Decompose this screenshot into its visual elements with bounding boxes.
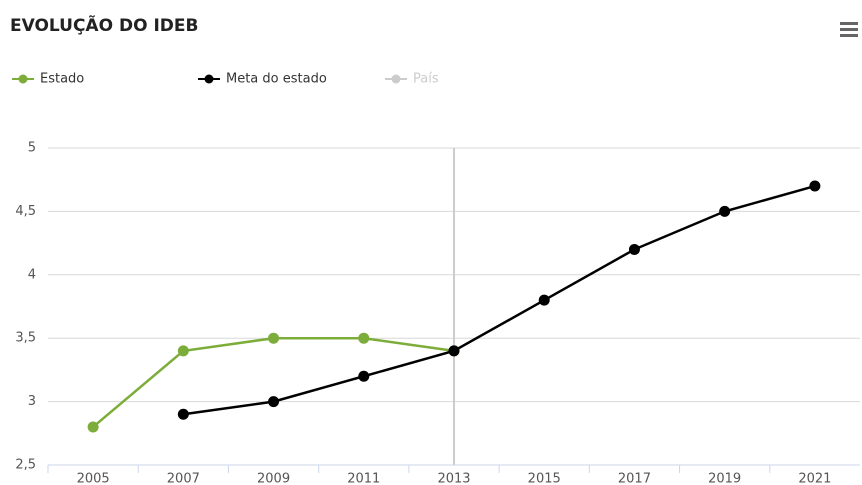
menu-bar[interactable] [840, 34, 858, 37]
point [719, 205, 731, 217]
menu-icon[interactable] [840, 22, 858, 37]
legend-marker [204, 74, 214, 84]
legend-label[interactable]: País [413, 72, 439, 87]
point [177, 408, 189, 420]
chart-title: EVOLUÇÃO DO IDEB [10, 13, 198, 36]
y-tick-label: 3,5 [15, 331, 36, 346]
menu-bar[interactable] [840, 28, 858, 31]
x-tick-label: 2005 [77, 472, 110, 485]
point [538, 294, 550, 306]
point [809, 180, 821, 192]
series-line [92, 336, 455, 428]
point [448, 345, 460, 357]
x-tick-label: 2017 [618, 472, 651, 485]
legend-marker [18, 74, 28, 84]
series-line [183, 184, 816, 416]
legend-marker [391, 74, 401, 84]
x-tick-label: 2007 [167, 472, 200, 485]
x-tick-label: 2009 [257, 472, 290, 485]
point [87, 421, 99, 433]
point [268, 332, 280, 344]
y-tick-label: 2,5 [15, 458, 36, 473]
menu-bar[interactable] [840, 22, 858, 25]
legend-label[interactable]: Estado [40, 72, 84, 87]
x-tick-label: 2021 [798, 472, 831, 485]
y-tick-label: 4 [28, 267, 36, 282]
point [177, 345, 189, 357]
x-tick-label: 2015 [528, 472, 561, 485]
x-tick-label: 2019 [708, 472, 741, 485]
point [358, 332, 370, 344]
y-tick-label: 5 [28, 141, 36, 156]
x-tick-label: 2013 [437, 472, 470, 485]
x-tick-label: 2011 [347, 472, 380, 485]
point [268, 396, 280, 408]
point [628, 243, 640, 255]
y-tick-label: 4,5 [15, 204, 36, 219]
legend-label[interactable]: Meta do estado [226, 72, 327, 87]
y-tick-label: 3 [28, 394, 36, 409]
point [358, 370, 370, 382]
